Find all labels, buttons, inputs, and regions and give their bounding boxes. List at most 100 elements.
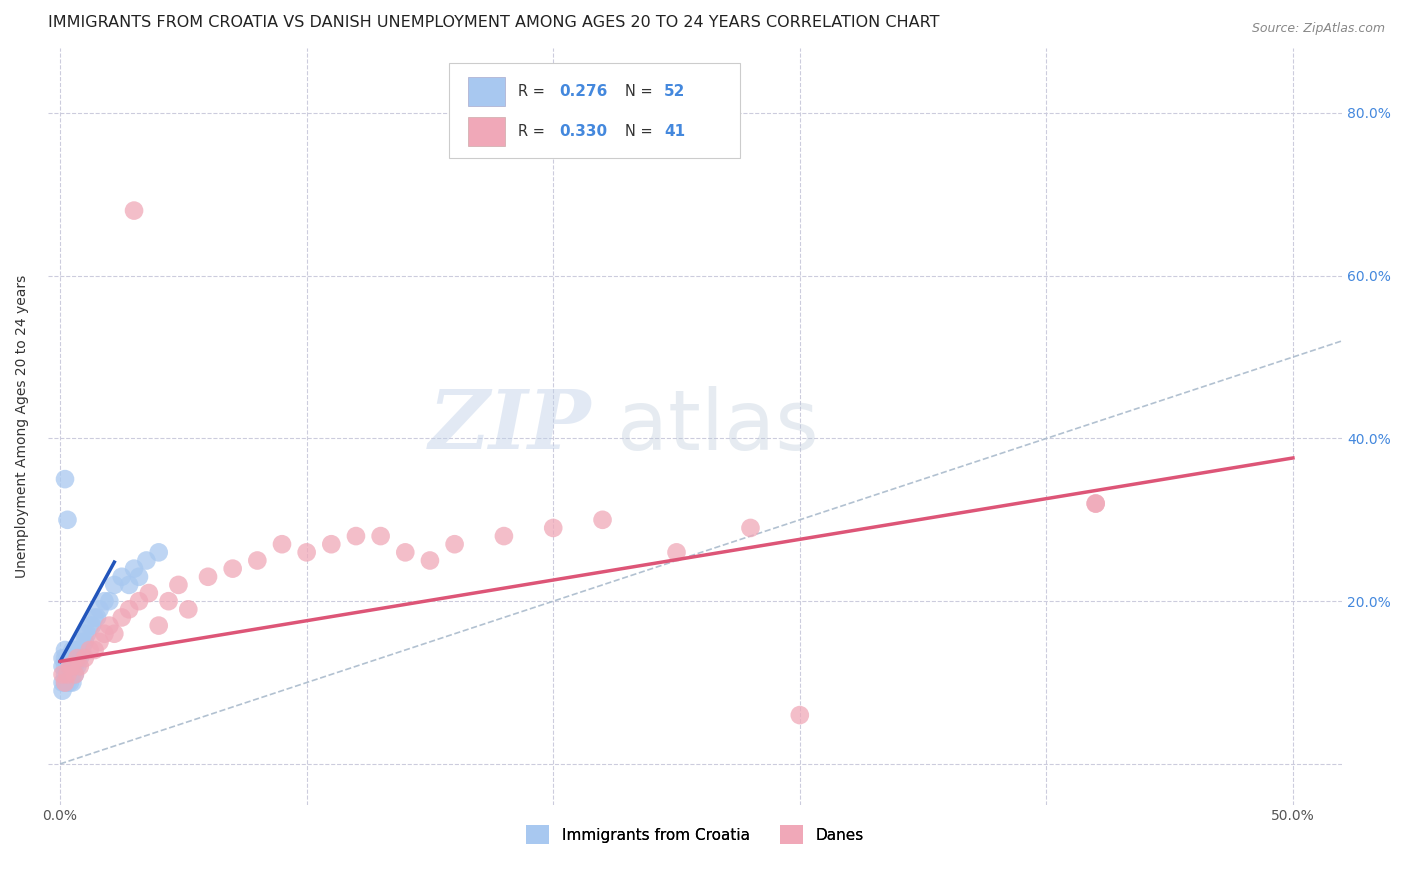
Point — [370, 529, 392, 543]
Point — [492, 529, 515, 543]
Point — [167, 578, 190, 592]
Text: 41: 41 — [664, 124, 685, 139]
Point — [53, 472, 76, 486]
Point — [63, 659, 86, 673]
Point — [63, 651, 86, 665]
Point — [73, 651, 96, 665]
Point — [53, 667, 76, 681]
Point — [51, 651, 73, 665]
Point — [60, 675, 83, 690]
Point — [53, 659, 76, 673]
FancyBboxPatch shape — [449, 63, 741, 158]
Text: atlas: atlas — [617, 385, 820, 467]
Point — [394, 545, 416, 559]
Point — [89, 602, 111, 616]
Point — [72, 643, 94, 657]
Point — [60, 643, 83, 657]
Point — [118, 602, 141, 616]
Point — [138, 586, 160, 600]
Text: 0.330: 0.330 — [560, 124, 607, 139]
Point — [177, 602, 200, 616]
Y-axis label: Unemployment Among Ages 20 to 24 years: Unemployment Among Ages 20 to 24 years — [15, 275, 30, 578]
Point — [541, 521, 564, 535]
Point — [79, 643, 101, 657]
Point — [157, 594, 180, 608]
Point — [221, 561, 243, 575]
Point — [60, 667, 83, 681]
Point — [63, 651, 86, 665]
Point — [63, 667, 86, 681]
Point — [56, 659, 79, 673]
Text: R =: R = — [517, 124, 550, 139]
Point — [148, 618, 170, 632]
Point — [53, 675, 76, 690]
Text: N =: N = — [626, 124, 658, 139]
Point — [83, 610, 105, 624]
Bar — [468, 78, 505, 106]
Point — [73, 626, 96, 640]
Point — [51, 675, 73, 690]
Point — [122, 561, 145, 575]
Point — [59, 659, 82, 673]
Point — [111, 610, 134, 624]
Point — [83, 643, 105, 657]
Text: 0.276: 0.276 — [560, 84, 607, 99]
Point — [321, 537, 343, 551]
Point — [53, 675, 76, 690]
Point — [51, 683, 73, 698]
Point — [665, 545, 688, 559]
Bar — [468, 118, 505, 146]
Text: Source: ZipAtlas.com: Source: ZipAtlas.com — [1251, 22, 1385, 36]
Point — [59, 651, 82, 665]
Point — [246, 553, 269, 567]
Point — [740, 521, 762, 535]
Point — [56, 675, 79, 690]
Point — [56, 513, 79, 527]
Point — [60, 659, 83, 673]
Point — [82, 618, 104, 632]
Point — [56, 651, 79, 665]
Point — [63, 643, 86, 657]
Point — [60, 651, 83, 665]
Point — [73, 635, 96, 649]
Point — [66, 659, 89, 673]
Text: R =: R = — [517, 84, 550, 99]
Text: IMMIGRANTS FROM CROATIA VS DANISH UNEMPLOYMENT AMONG AGES 20 TO 24 YEARS CORRELA: IMMIGRANTS FROM CROATIA VS DANISH UNEMPL… — [48, 15, 939, 30]
Point — [271, 537, 294, 551]
Point — [93, 626, 115, 640]
Point — [72, 635, 94, 649]
Point — [79, 618, 101, 632]
Point — [197, 570, 219, 584]
Point — [69, 659, 91, 673]
Text: 52: 52 — [664, 84, 685, 99]
Text: N =: N = — [626, 84, 658, 99]
Point — [66, 651, 89, 665]
Point — [60, 659, 83, 673]
Point — [295, 545, 318, 559]
Point — [69, 643, 91, 657]
Point — [86, 610, 108, 624]
Point — [51, 659, 73, 673]
Point — [98, 618, 121, 632]
Point — [592, 513, 614, 527]
Point — [103, 578, 125, 592]
Point — [59, 667, 82, 681]
Point — [118, 578, 141, 592]
Point — [89, 635, 111, 649]
Point — [69, 651, 91, 665]
Point — [128, 594, 150, 608]
Point — [1084, 496, 1107, 510]
Point — [1084, 496, 1107, 510]
Point — [128, 570, 150, 584]
Legend: Immigrants from Croatia, Danes: Immigrants from Croatia, Danes — [520, 819, 870, 850]
Point — [56, 659, 79, 673]
Point — [53, 651, 76, 665]
Point — [443, 537, 465, 551]
Point — [59, 659, 82, 673]
Point — [135, 553, 157, 567]
Point — [76, 626, 98, 640]
Point — [93, 594, 115, 608]
Point — [789, 708, 811, 723]
Point — [63, 667, 86, 681]
Point — [56, 667, 79, 681]
